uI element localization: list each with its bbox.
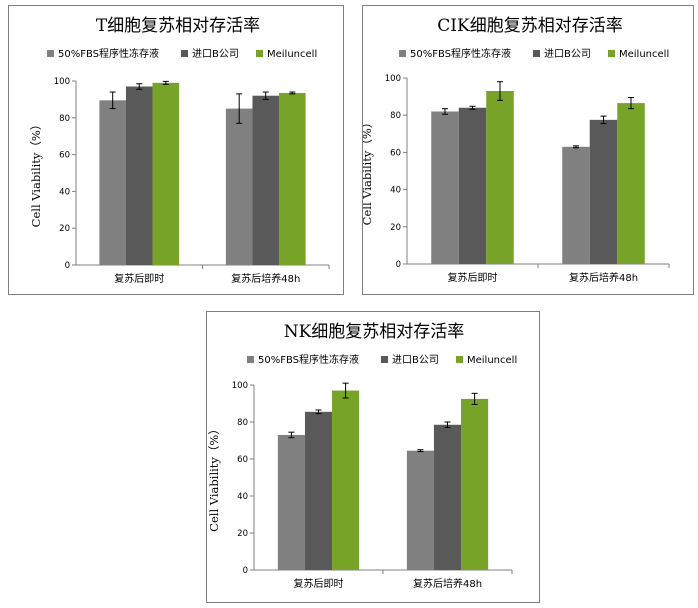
y-tick-label: 20: [237, 529, 248, 539]
bar: [406, 450, 434, 570]
bar: [562, 146, 590, 264]
bar: [304, 411, 333, 570]
x-category-label: 复苏后即时: [114, 272, 164, 285]
x-category-label: 复苏后培养48h: [231, 272, 300, 285]
legend-label: Meiluncell: [267, 49, 317, 60]
bar: [332, 390, 360, 570]
legend-label: 50%FBS程序性冻存液: [410, 47, 511, 60]
chart-svg-cik-cell: CIK细胞复苏相对存活率 50%FBS程序性冻存液 进口B公司 Meiluncell 0…: [363, 16, 670, 284]
legend-label: 进口B公司: [192, 48, 239, 60]
legend-label: 50%FBS程序性冻存液: [58, 47, 159, 60]
legend-label: Meiluncell: [467, 355, 517, 366]
legend-swatch: [456, 356, 463, 363]
chart-panel-t-cell: T细胞复苏相对存活率 50%FBS程序性冻存液 进口B公司 Meiluncell 0 20…: [8, 5, 344, 295]
bar: [279, 92, 306, 266]
y-axis-label: Cell Viability（%）: [29, 119, 43, 228]
legend-label: 进口B公司: [544, 48, 591, 60]
y-tick-label: 100: [232, 381, 248, 391]
legend-label: 50%FBS程序性冻存液: [258, 353, 359, 366]
chart-panel-nk-cell: NK细胞复苏相对存活率 50%FBS程序性冻存液 进口B公司 Meiluncell 0 2…: [206, 311, 540, 603]
legend-swatch: [181, 50, 188, 57]
chart-title: T细胞复苏相对存活率: [96, 16, 260, 36]
y-tick-label: 80: [390, 111, 401, 121]
y-tick-label: 60: [59, 151, 70, 161]
x-category-label: 复苏后即时: [448, 271, 498, 284]
chart-panel-cik-cell: CIK细胞复苏相对存活率 50%FBS程序性冻存液 进口B公司 Meiluncell 0…: [362, 5, 694, 295]
bar: [152, 82, 180, 265]
x-category-label: 复苏后培养48h: [413, 577, 482, 590]
y-tick-label: 80: [237, 418, 248, 428]
y-tick-label: 0: [65, 261, 70, 271]
x-category-label: 复苏后即时: [294, 577, 344, 590]
y-tick-label: 40: [390, 186, 401, 196]
bar: [431, 111, 459, 264]
legend-swatch: [247, 356, 254, 363]
y-tick-label: 80: [59, 114, 70, 124]
bar: [277, 434, 305, 570]
y-axis-label: Cell Viability（%）: [363, 117, 374, 226]
x-category-label: 复苏后培养48h: [569, 271, 638, 284]
y-tick-label: 40: [59, 187, 70, 197]
legend-swatch: [256, 50, 263, 57]
chart-svg-nk-cell: NK细胞复苏相对存活率 50%FBS程序性冻存液 进口B公司 Meiluncell 0 2…: [207, 322, 517, 590]
y-tick-label: 60: [237, 455, 248, 465]
y-tick-label: 20: [59, 224, 70, 234]
y-tick-label: 100: [54, 77, 70, 87]
y-tick-label: 0: [243, 566, 248, 576]
bar: [433, 424, 462, 570]
legend-swatch: [399, 50, 406, 57]
y-axis-label: Cell Viability（%）: [207, 423, 221, 532]
bar: [99, 100, 126, 265]
y-tick-label: 60: [390, 148, 401, 158]
chart-title: CIK细胞复苏相对存活率: [437, 16, 622, 36]
bar: [617, 103, 645, 264]
y-tick-label: 100: [385, 74, 401, 84]
bar: [125, 86, 153, 266]
y-tick-label: 0: [396, 260, 401, 270]
bar: [458, 107, 487, 264]
legend-swatch: [533, 50, 540, 57]
y-tick-label: 20: [390, 223, 401, 233]
bar: [589, 119, 618, 264]
bar: [461, 398, 489, 570]
legend-label: Meiluncell: [619, 49, 669, 60]
chart-svg-t-cell: T细胞复苏相对存活率 50%FBS程序性冻存液 进口B公司 Meiluncell 0 20…: [29, 16, 330, 285]
bar: [252, 95, 280, 265]
legend-swatch: [608, 50, 615, 57]
bar: [225, 108, 253, 265]
bar: [486, 91, 514, 265]
legend-label: 进口B公司: [392, 354, 439, 366]
chart-title: NK细胞复苏相对存活率: [284, 322, 465, 342]
y-tick-label: 40: [237, 492, 248, 502]
legend-swatch: [47, 50, 54, 57]
legend-swatch: [381, 356, 388, 363]
